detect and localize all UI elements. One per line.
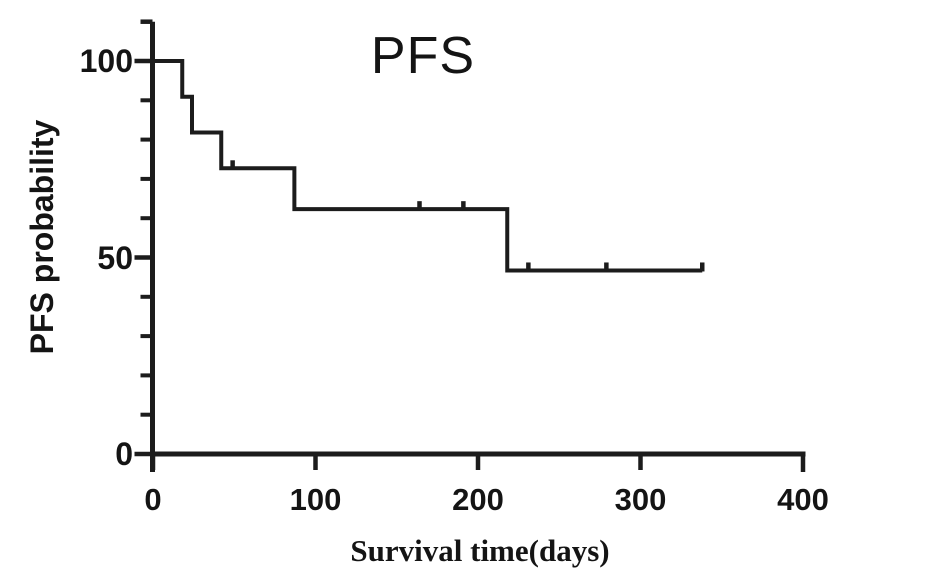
x-tick-label: 200 bbox=[452, 482, 504, 517]
x-tick-label: 300 bbox=[614, 482, 667, 517]
y-tick-label: 50 bbox=[97, 239, 133, 276]
x-axis-label: Survival time(days) bbox=[350, 533, 610, 568]
y-tick-label: 100 bbox=[79, 43, 133, 79]
y-tick-label: 0 bbox=[115, 436, 133, 472]
chart-title: PFS bbox=[370, 27, 476, 85]
x-tick-label: 400 bbox=[777, 482, 829, 517]
y-axis-label: PFS probability bbox=[24, 119, 60, 355]
km-curve bbox=[153, 59, 703, 273]
x-tick-label: 100 bbox=[289, 482, 342, 517]
x-tick-label: 0 bbox=[144, 482, 162, 517]
